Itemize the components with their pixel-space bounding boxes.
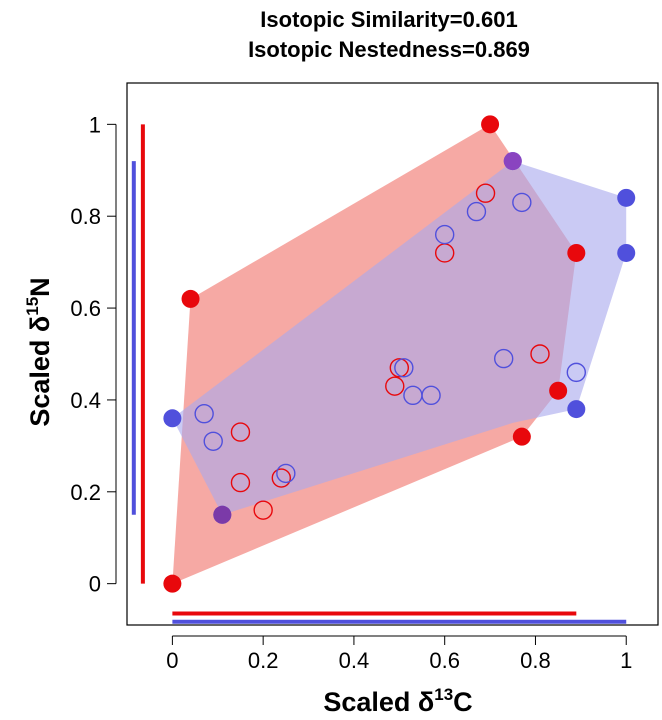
blue-open-point: [493, 348, 514, 369]
blue-open-point: [434, 224, 455, 245]
x-tick-label: 0: [166, 648, 178, 673]
red-hull-point: [481, 115, 500, 134]
overlap-hull-point: [503, 152, 522, 171]
blue-hull: [172, 161, 627, 515]
red-hull-point: [567, 243, 586, 262]
y-axis-label: Scaled δ15N: [23, 277, 55, 426]
blue-open-point: [276, 463, 296, 484]
plot-frame: [126, 82, 659, 626]
x-axis-label: Scaled δ13C: [323, 685, 472, 717]
chart-title-line-1: Isotopic Similarity=0.601: [260, 7, 517, 32]
x-tick-label: 0.6: [429, 648, 460, 673]
red-open-point: [385, 376, 405, 396]
blue-open-point: [203, 431, 223, 451]
overlap-hull-point: [213, 505, 232, 524]
blue-open-point: [466, 201, 487, 222]
blue-hull-point: [163, 409, 182, 428]
red-hull-point: [181, 289, 200, 308]
red-hull-point: [549, 381, 568, 400]
red-open-point: [530, 344, 550, 364]
blue-hull-point: [617, 243, 636, 262]
blue-hull-point: [567, 400, 586, 419]
red-hull-point: [512, 427, 531, 446]
x-tick-label: 0.8: [520, 648, 551, 673]
blue-open-point: [421, 385, 441, 406]
red-open-point: [271, 468, 292, 488]
blue-open-point: [394, 358, 414, 378]
y-tick-label: 0.4: [70, 388, 101, 413]
x-tick-label: 0.2: [248, 648, 279, 673]
blue-hull-point: [617, 188, 636, 207]
blue-open-point: [512, 192, 532, 213]
y-tick-label: 0.2: [70, 480, 101, 505]
y-tick-label: 0: [89, 572, 101, 597]
x-tick-label: 1: [620, 648, 632, 673]
x-tick-label: 0.4: [339, 648, 370, 673]
blue-open-point: [566, 362, 587, 383]
plot-area: [131, 115, 636, 624]
red-open-point: [230, 422, 251, 442]
blue-open-point: [194, 404, 214, 424]
red-hull-point: [163, 574, 182, 593]
y-tick-label: 0.6: [70, 296, 101, 321]
y-axis: 0 0.2 0.4 0.6 0.8 1: [70, 112, 117, 597]
y-tick-label: 1: [89, 112, 101, 137]
chart-title-line-2: Isotopic Nestedness=0.869: [248, 37, 530, 62]
red-open-point: [230, 472, 251, 493]
red-open-point: [253, 500, 273, 520]
red-open-point: [475, 183, 496, 203]
x-axis: 0 0.2 0.4 0.6 0.8 1: [166, 635, 632, 673]
y-tick-label: 0.8: [70, 204, 101, 229]
red-open-point: [389, 358, 410, 378]
